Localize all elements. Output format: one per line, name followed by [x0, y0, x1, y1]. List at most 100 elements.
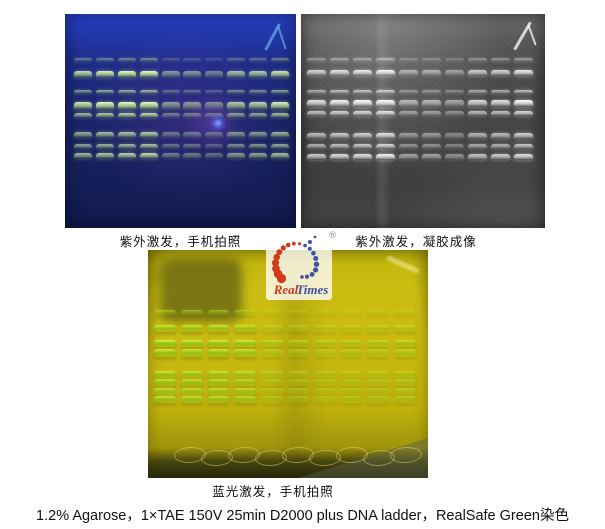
dna-band — [260, 371, 283, 378]
dna-band — [314, 325, 336, 333]
dna-band — [329, 70, 349, 77]
dotted-swirl-icon — [271, 235, 320, 284]
dna-band — [367, 371, 390, 378]
dna-band — [329, 154, 349, 160]
dna-band — [183, 144, 202, 149]
dna-band — [422, 70, 441, 77]
dna-band — [340, 339, 363, 347]
dna-band — [205, 132, 224, 139]
dna-band — [271, 153, 289, 160]
dna-band — [394, 325, 416, 333]
dna-band — [180, 379, 203, 387]
dna-band — [139, 89, 158, 94]
dna-band — [491, 100, 511, 108]
gel-bottom-shadow — [148, 448, 428, 478]
dna-band — [161, 153, 180, 160]
dna-band — [234, 349, 256, 358]
gel-crease — [386, 255, 420, 274]
dna-band — [375, 100, 395, 108]
dna-band — [117, 71, 136, 79]
dna-band — [249, 144, 268, 149]
dna-band — [422, 100, 441, 108]
dna-band — [183, 71, 202, 79]
dna-band — [367, 349, 390, 358]
dna-band — [468, 89, 487, 94]
dna-band — [73, 132, 92, 139]
dna-band — [117, 89, 136, 94]
dna-band — [205, 101, 224, 110]
dna-band — [205, 144, 224, 149]
dna-band — [306, 133, 326, 139]
dna-band — [491, 133, 511, 139]
dna-band — [314, 387, 336, 395]
dna-band — [422, 154, 441, 160]
dna-band — [271, 112, 289, 118]
dna-band — [394, 395, 416, 403]
dna-band — [207, 309, 230, 315]
dna-band — [329, 143, 349, 149]
dna-band — [73, 71, 92, 79]
dna-band — [422, 133, 441, 139]
dna-band — [154, 395, 177, 403]
dna-band — [95, 112, 114, 118]
swirl-tail-dot — [313, 235, 317, 239]
dna-band — [260, 339, 283, 347]
dna-band — [514, 100, 534, 108]
dna-band — [260, 325, 283, 333]
dna-band — [340, 325, 363, 333]
dna-band — [445, 133, 464, 139]
dna-band — [207, 325, 230, 333]
swirl-dot — [271, 259, 280, 267]
dna-band — [306, 154, 326, 160]
dna-band — [329, 133, 349, 139]
logo-wordmark: RealTimes — [269, 282, 333, 298]
dna-band — [287, 387, 310, 395]
swirl-dot — [309, 272, 315, 277]
dna-band — [95, 71, 114, 79]
dna-band — [227, 89, 246, 94]
dna-band — [306, 58, 326, 62]
dna-band — [287, 339, 310, 347]
dna-band — [352, 100, 372, 108]
gel-photo-bluelight-phone — [148, 250, 428, 478]
dna-band — [154, 349, 177, 358]
dna-band — [375, 154, 395, 160]
dna-band — [117, 132, 136, 139]
dna-band — [95, 144, 114, 149]
dna-band — [445, 70, 464, 77]
dna-band — [183, 132, 202, 139]
dna-band — [227, 112, 246, 118]
dna-band — [161, 101, 180, 110]
dna-band — [234, 395, 256, 403]
dna-band — [139, 153, 158, 160]
dna-band — [422, 58, 441, 62]
dna-band — [399, 89, 418, 94]
dna-band — [183, 57, 202, 62]
dna-band — [514, 70, 534, 77]
dna-band — [367, 387, 390, 395]
dna-band — [249, 89, 268, 94]
dna-band — [306, 89, 326, 94]
dna-band — [154, 325, 177, 333]
dna-band — [161, 71, 180, 79]
swirl-tail-dot — [308, 240, 312, 244]
dna-band — [205, 57, 224, 62]
dna-band — [352, 143, 372, 149]
dna-band — [207, 371, 230, 378]
dna-band — [375, 143, 395, 149]
dna-band — [422, 143, 441, 149]
dna-band — [399, 111, 418, 117]
dna-band — [422, 111, 441, 117]
dna-band — [445, 143, 464, 149]
dna-band — [491, 70, 511, 77]
dna-band — [329, 89, 349, 94]
swirl-dot — [276, 249, 283, 255]
dna-band — [445, 100, 464, 108]
dna-band — [161, 112, 180, 118]
dna-band — [154, 387, 177, 395]
dna-band — [234, 379, 256, 387]
dna-band — [445, 58, 464, 62]
dna-band — [260, 387, 283, 395]
dna-band — [399, 133, 418, 139]
